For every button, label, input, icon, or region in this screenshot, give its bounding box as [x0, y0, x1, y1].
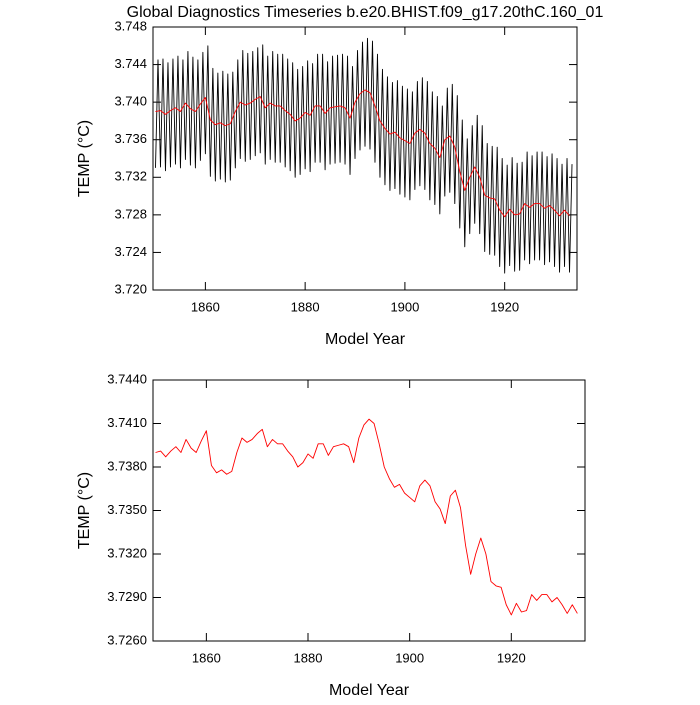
y-tick-label: 3.732 — [114, 169, 147, 184]
data-line — [155, 37, 573, 274]
y-tick-label: 3.736 — [114, 131, 147, 146]
x-tick-label: 1920 — [490, 299, 519, 314]
x-tick-label: 1880 — [291, 299, 320, 314]
x-tick-label: 1900 — [395, 650, 424, 665]
y-tick-label: 3.7410 — [107, 415, 147, 430]
y-axis-label: TEMP (°C) — [76, 120, 93, 197]
y-tick-label: 3.728 — [114, 206, 147, 221]
plot-frame — [152, 26, 578, 291]
x-tick-label: 1900 — [390, 299, 419, 314]
x-tick-label: 1880 — [294, 650, 323, 665]
y-tick-label: 3.740 — [114, 94, 147, 109]
x-axis-label: Model Year — [325, 331, 406, 348]
y-tick-label: 3.7290 — [107, 589, 147, 604]
chart-title: Global Diagnostics Timeseries b.e20.BHIS… — [127, 4, 604, 21]
data-line — [155, 418, 578, 616]
x-axis-label: Model Year — [329, 682, 410, 699]
x-tick-label: 1920 — [497, 650, 526, 665]
y-tick-label: 3.744 — [114, 56, 147, 71]
y-axis-label: TEMP (°C) — [76, 472, 93, 549]
x-tick-label: 1860 — [191, 299, 220, 314]
y-tick-label: 3.7350 — [107, 502, 147, 517]
y-tick-label: 3.7380 — [107, 458, 147, 473]
x-tick-label: 1860 — [192, 650, 221, 665]
y-tick-label: 3.748 — [114, 18, 147, 33]
y-tick-label: 3.724 — [114, 244, 147, 259]
y-tick-label: 3.7320 — [107, 545, 147, 560]
y-tick-label: 3.720 — [114, 281, 147, 296]
data-line — [155, 89, 570, 218]
y-tick-label: 3.7260 — [107, 632, 147, 647]
y-tick-label: 3.7440 — [107, 371, 147, 386]
